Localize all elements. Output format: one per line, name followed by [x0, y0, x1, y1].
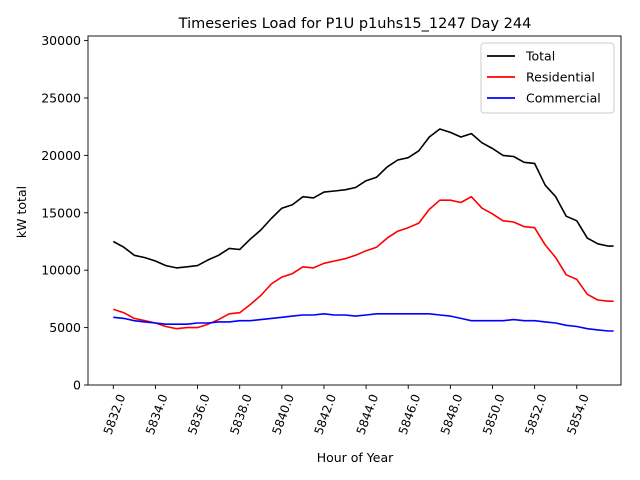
legend: Total Residential Commercial — [480, 42, 615, 114]
chart-title: Timeseries Load for P1U p1uhs15_1247 Day… — [178, 16, 532, 32]
legend-label-residential: Residential — [526, 70, 595, 85]
legend-label-total: Total — [525, 49, 555, 64]
legend-label-commercial: Commercial — [526, 91, 601, 106]
series-line-residential — [113, 195, 614, 330]
x-axis-label: Hour of Year — [317, 450, 394, 465]
y-axis-label: kW total — [14, 186, 29, 238]
y-tick-label: 10000 — [41, 263, 81, 278]
y-tick-label: 20000 — [41, 148, 81, 163]
y-tick-label: 5000 — [49, 320, 81, 335]
series-line-total — [112, 128, 614, 269]
series-line-commercial — [113, 312, 614, 332]
y-tick-label: 15000 — [41, 205, 81, 220]
y-tick-label: 25000 — [41, 90, 81, 105]
y-tick-label: 0 — [73, 378, 81, 393]
plot-area — [87, 35, 622, 386]
plot-frame — [87, 35, 622, 386]
legend-box — [480, 42, 615, 114]
y-tick-label: 30000 — [41, 33, 81, 48]
y-axis: 0 5000 10000 15000 20000 25000 30000 — [41, 33, 88, 393]
